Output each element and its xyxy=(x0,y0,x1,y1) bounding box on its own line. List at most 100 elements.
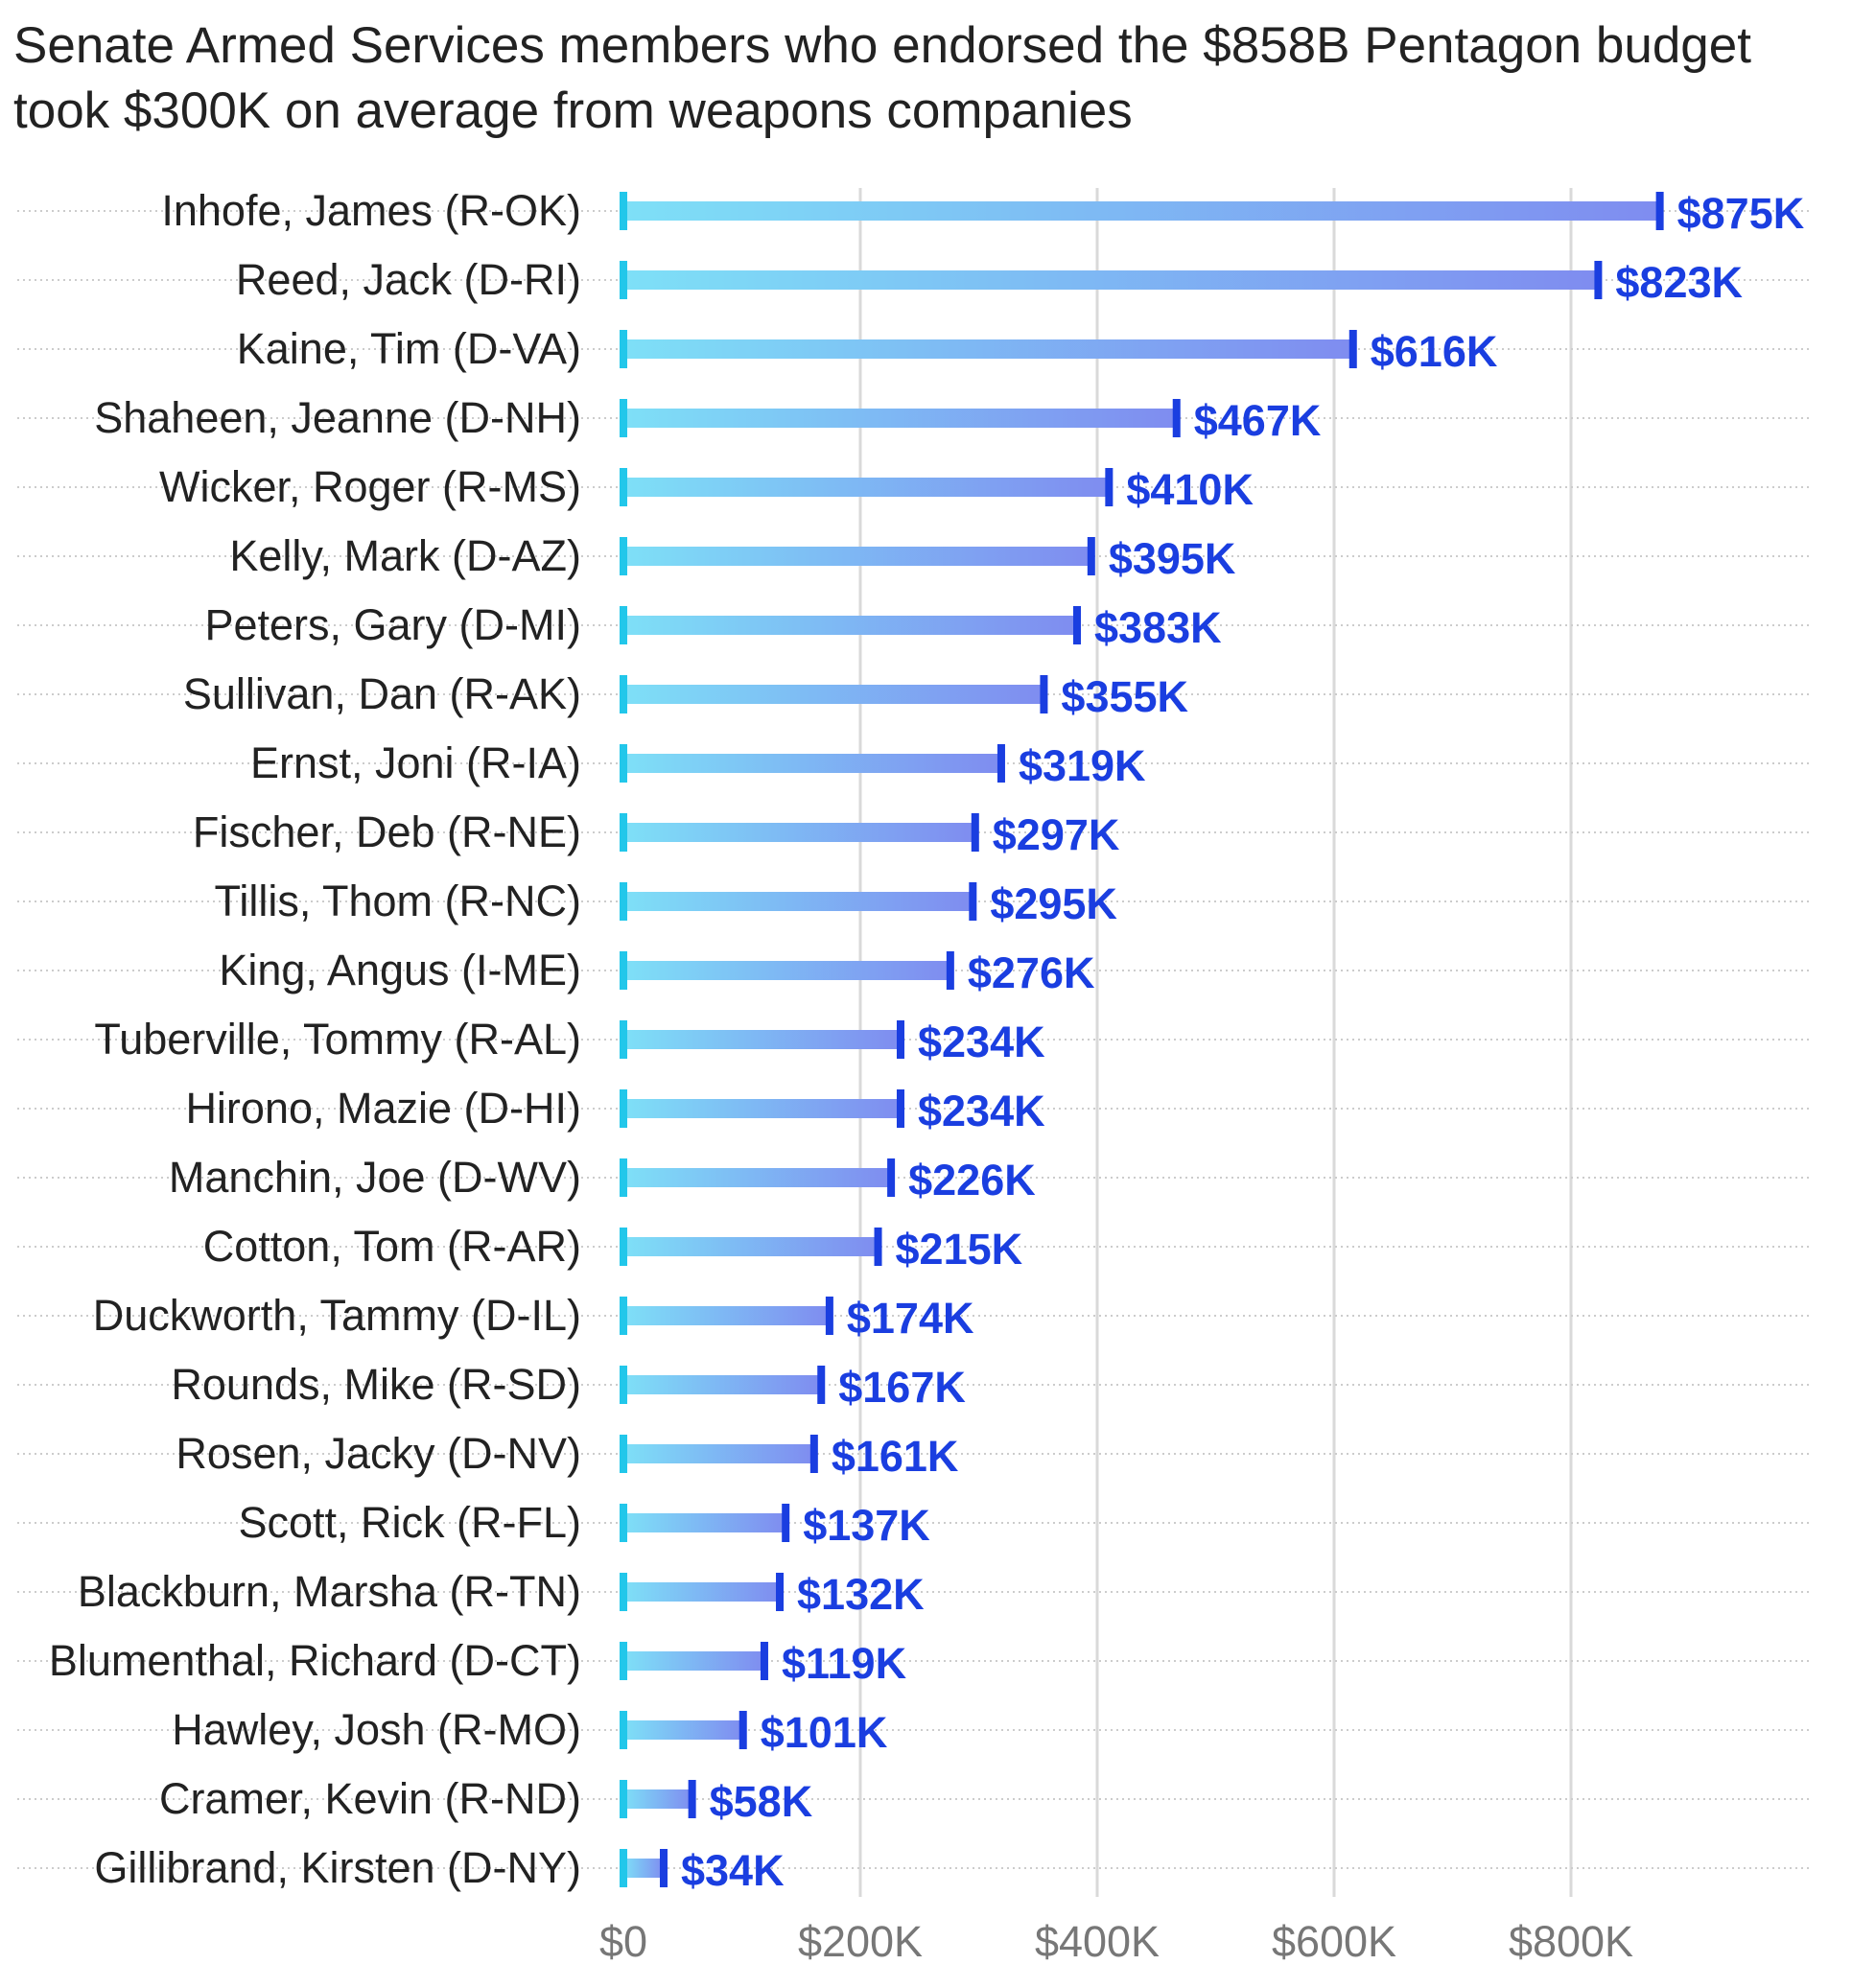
category-label: Tillis, Thom (R-NC) xyxy=(215,877,581,925)
value-label: $226K xyxy=(908,1156,1036,1204)
zero-marker xyxy=(620,1297,627,1335)
bar xyxy=(623,547,1091,566)
bar xyxy=(623,1720,743,1740)
x-tick-label: $400K xyxy=(1035,1917,1160,1966)
x-tick-label: $0 xyxy=(599,1917,647,1966)
bar-end-marker xyxy=(1040,675,1048,713)
category-label: Kelly, Mark (D-AZ) xyxy=(229,531,581,580)
bar xyxy=(623,961,950,980)
category-label: Wicker, Roger (R-MS) xyxy=(159,462,581,511)
bar-end-marker xyxy=(887,1158,896,1197)
bar-end-marker xyxy=(782,1504,790,1542)
zero-marker xyxy=(620,330,627,368)
chart-title-line-2: took $300K on average from weapons compa… xyxy=(13,82,1133,139)
zero-marker xyxy=(620,882,627,921)
category-label: Blackburn, Marsha (R-TN) xyxy=(78,1567,581,1616)
x-tick-label: $600K xyxy=(1272,1917,1396,1966)
bar xyxy=(623,1375,822,1394)
bar xyxy=(623,409,1177,428)
value-label: $234K xyxy=(918,1087,1045,1135)
value-label: $101K xyxy=(761,1708,888,1757)
bar-end-marker xyxy=(760,1642,768,1680)
value-label: $167K xyxy=(838,1363,966,1412)
zero-marker xyxy=(620,606,627,644)
bar-end-marker xyxy=(1172,399,1181,437)
zero-marker xyxy=(620,1158,627,1197)
bar xyxy=(623,1651,764,1671)
zero-marker xyxy=(620,1849,627,1887)
x-tick-label: $200K xyxy=(798,1917,923,1966)
zero-marker xyxy=(620,1780,627,1818)
category-label: Hawley, Josh (R-MO) xyxy=(172,1705,581,1754)
category-label: Cotton, Tom (R-AR) xyxy=(203,1222,581,1271)
bar xyxy=(623,1030,901,1049)
zero-marker xyxy=(620,261,627,299)
zero-marker xyxy=(620,1020,627,1059)
category-label: Peters, Gary (D-MI) xyxy=(204,600,581,649)
bar-end-marker xyxy=(817,1366,826,1404)
value-label: $34K xyxy=(681,1846,785,1895)
value-label: $319K xyxy=(1019,741,1146,790)
bar-end-marker xyxy=(688,1780,696,1818)
category-label: Rosen, Jacky (D-NV) xyxy=(176,1429,581,1478)
category-label: Cramer, Kevin (R-ND) xyxy=(159,1774,581,1823)
bar xyxy=(623,201,1660,221)
zero-marker xyxy=(620,675,627,713)
category-label: Scott, Rick (R-FL) xyxy=(238,1498,581,1547)
value-label: $383K xyxy=(1094,603,1222,652)
zero-marker xyxy=(620,537,627,575)
bar-end-marker xyxy=(1348,330,1357,368)
category-label: Shaheen, Jeanne (D-NH) xyxy=(94,393,581,442)
chart-title: Senate Armed Services members who endors… xyxy=(13,13,1836,144)
category-label: Gillibrand, Kirsten (D-NY) xyxy=(94,1843,581,1892)
value-label: $58K xyxy=(710,1777,813,1826)
bar-end-marker xyxy=(996,744,1005,783)
row-layer: Inhofe, James (R-OK) $875K Reed, Jack (D-R… xyxy=(17,186,1813,1895)
value-label: $823K xyxy=(1615,258,1743,307)
bar-end-marker xyxy=(1655,192,1664,230)
bar-end-marker xyxy=(896,1020,904,1059)
bar xyxy=(623,1444,814,1463)
bar-end-marker xyxy=(825,1297,833,1335)
value-label: $355K xyxy=(1061,672,1188,721)
bar-end-marker xyxy=(874,1228,882,1266)
bar-end-marker xyxy=(969,882,977,921)
bar xyxy=(623,685,1044,704)
category-label: Manchin, Joe (D-WV) xyxy=(169,1153,581,1202)
bar xyxy=(623,892,973,911)
bar xyxy=(623,1237,879,1256)
value-label: $467K xyxy=(1194,396,1322,445)
bar xyxy=(623,823,975,842)
zero-marker xyxy=(620,399,627,437)
bar-end-marker xyxy=(1073,606,1082,644)
bar-end-marker xyxy=(1594,261,1603,299)
zero-marker xyxy=(620,192,627,230)
category-label: Fischer, Deb (R-NE) xyxy=(193,807,581,856)
value-label: $395K xyxy=(1109,534,1236,583)
value-label: $174K xyxy=(847,1294,974,1343)
value-label: $132K xyxy=(797,1570,925,1619)
bar-end-marker xyxy=(1105,468,1114,506)
bar-end-marker xyxy=(659,1849,668,1887)
zero-marker xyxy=(620,1089,627,1128)
bar xyxy=(623,270,1599,290)
bar xyxy=(623,478,1110,497)
category-label: Inhofe, James (R-OK) xyxy=(161,186,581,235)
category-label: Tuberville, Tommy (R-AL) xyxy=(94,1015,581,1064)
bar xyxy=(623,1582,781,1602)
category-label: Kaine, Tim (D-VA) xyxy=(237,324,581,373)
zero-marker xyxy=(620,813,627,852)
bar-end-marker xyxy=(896,1089,904,1128)
category-label: Sullivan, Dan (R-AK) xyxy=(183,669,581,718)
bar xyxy=(623,1859,664,1878)
bar-end-marker xyxy=(971,813,979,852)
value-label: $137K xyxy=(803,1501,930,1550)
bar-end-marker xyxy=(1087,537,1095,575)
category-label: Duckworth, Tammy (D-IL) xyxy=(93,1291,581,1340)
zero-marker xyxy=(620,951,627,990)
bar xyxy=(623,1513,786,1532)
x-axis: $0 $200K $400K $600K $800K xyxy=(599,1917,1633,1966)
bar-end-marker xyxy=(776,1573,785,1611)
bar xyxy=(623,1789,692,1809)
